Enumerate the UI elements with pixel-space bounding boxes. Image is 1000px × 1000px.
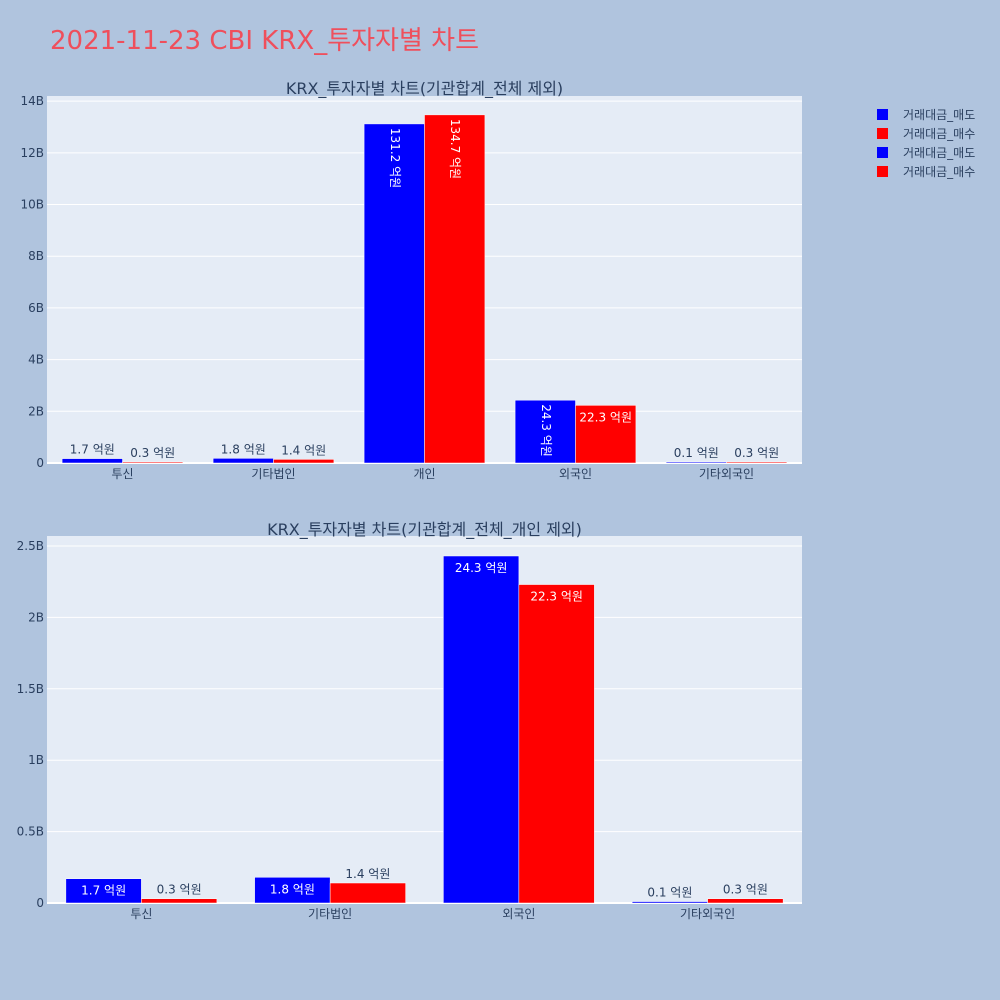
legend-label[interactable]: 거래대금_매도 [903,108,975,122]
y-tick-label: 4B [28,353,44,367]
bar-sell[interactable] [61,458,123,464]
y-tick-label: 1B [28,753,44,767]
chart-bottom: 0 0.5B 1B 1.5B 2B 2.5B KRX_투자자별 차트(기관합계_전체_개인 … [17,520,802,921]
data-label: 0.1 억원 [674,446,719,460]
data-label: 0.3 억원 [157,883,202,897]
x-tick-label: 외국인 [502,907,535,921]
y-tick-label: 8B [28,249,44,263]
data-label: 1.4 억원 [281,443,326,457]
chart-top: 0 2B 4B 6B 8B 10B 12B 14B KRX_투자자별 차트(기관합계_전체 제외… [20,79,802,481]
x-tick-label: 기타법인 [251,467,295,481]
x-tick-label: 외국인 [559,467,592,481]
bar-sell[interactable] [631,901,708,904]
data-label: 0.3 억원 [723,883,768,897]
data-label: 0.3 억원 [130,446,175,460]
y-tick-label: 2.5B [17,539,44,553]
data-label: 22.3 억원 [579,410,632,424]
data-label: 134.7 억원 [448,119,462,179]
bar-buy[interactable] [273,459,335,464]
data-label: 1.4 억원 [345,867,390,881]
data-label: 24.3 억원 [539,404,553,457]
legend-swatch[interactable] [877,166,888,177]
x-tick-label: 기타법인 [308,907,352,921]
bar-sell[interactable] [212,458,274,464]
legend-swatch[interactable] [877,128,888,139]
bar-sell[interactable] [65,878,142,904]
y-tick-label: 1.5B [17,682,44,696]
y-tick-label: 12B [20,146,44,160]
legend-swatch[interactable] [877,147,888,158]
bar-buy[interactable] [575,405,637,464]
data-label: 131.2 억원 [388,128,402,188]
legend-label[interactable]: 거래대금_매도 [903,146,975,160]
subplot-title: KRX_투자자별 차트(기관합계_전체 제외) [286,79,563,99]
legend-label[interactable]: 거래대금_매수 [903,127,975,141]
data-label: 22.3 억원 [530,590,583,604]
data-label: 0.1 억원 [647,886,692,900]
legend-label[interactable]: 거래대금_매수 [903,165,975,179]
x-tick-label: 기타외국인 [680,907,735,921]
y-tick-label: 14B [20,94,44,108]
bar-buy[interactable] [122,461,184,464]
plot-area [47,536,802,903]
data-label: 0.3 억원 [734,446,779,460]
bar-sell[interactable] [665,461,727,464]
bar-sell[interactable] [363,123,425,464]
data-label: 1.8 억원 [221,442,266,456]
y-tick-label: 10B [20,198,44,212]
x-tick-label: 개인 [413,467,435,481]
y-tick-label: 2B [28,404,44,418]
bar-sell[interactable] [514,399,576,464]
y-tick-label: 0 [36,456,44,470]
bar-buy[interactable] [424,114,486,464]
data-label: 1.8 억원 [270,882,315,896]
data-label: 24.3 억원 [455,561,508,575]
y-tick-label: 0 [36,896,44,910]
y-tick-label: 0.5B [17,825,44,839]
bar-buy[interactable] [707,898,784,904]
data-label: 1.7 억원 [81,884,126,898]
x-tick-label: 투신 [130,907,152,921]
bar-buy[interactable] [141,898,218,904]
y-tick-label: 2B [28,610,44,624]
bar-buy[interactable] [518,584,595,904]
bar-sell[interactable] [443,555,520,904]
figure-title: 2021-11-23 CBI KRX_투자자별 차트 [50,26,479,56]
x-tick-label: 투신 [111,467,133,481]
x-tick-label: 기타외국인 [699,467,754,481]
y-tick-label: 6B [28,301,44,315]
legend-swatch[interactable] [877,109,888,120]
bar-sell[interactable] [254,877,331,904]
bar-buy[interactable] [329,882,406,904]
data-label: 1.7 억원 [70,443,115,457]
bar-buy[interactable] [726,461,788,464]
subplot-title: KRX_투자자별 차트(기관합계_전체_개인 제외) [267,520,582,540]
